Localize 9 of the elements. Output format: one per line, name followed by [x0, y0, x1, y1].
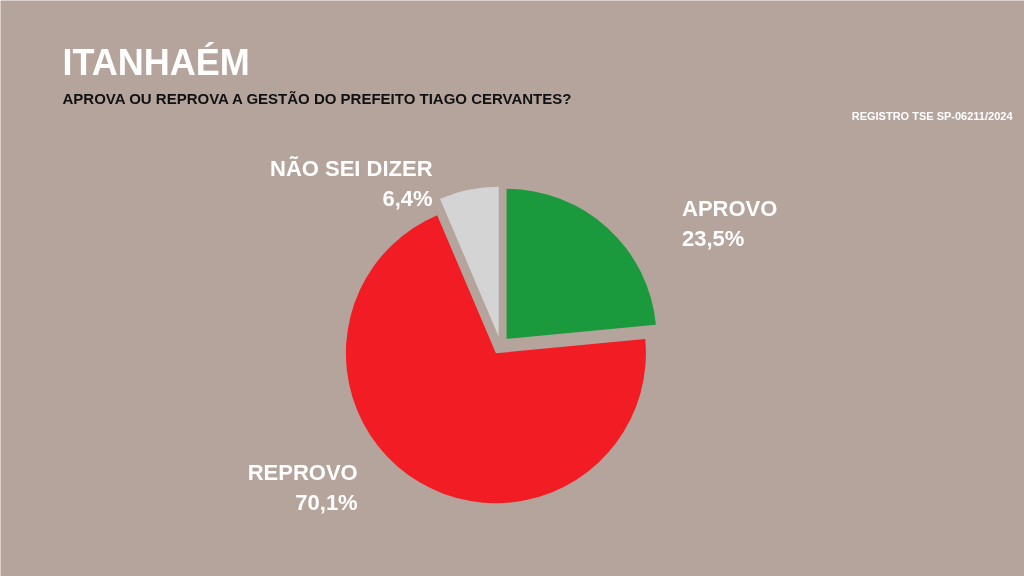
- slice-label: NÃO SEI DIZER: [270, 156, 433, 182]
- chart-title: ITANHAÉM: [62, 42, 250, 83]
- slice-label: REPROVO: [247, 459, 358, 485]
- text: REGISTRO TSE SP-06211/2024: [851, 109, 1014, 122]
- data-label: 6,4%: [382, 186, 433, 212]
- chart-subtitle: APROVA OU REPROVA A GESTÃO DO PREFEITO TIAGO CERVANTES?: [62, 90, 572, 107]
- data-label: 70,1%: [295, 489, 358, 515]
- data-label: 23,5%: [682, 225, 745, 251]
- slice-label: APROVO: [682, 195, 778, 221]
